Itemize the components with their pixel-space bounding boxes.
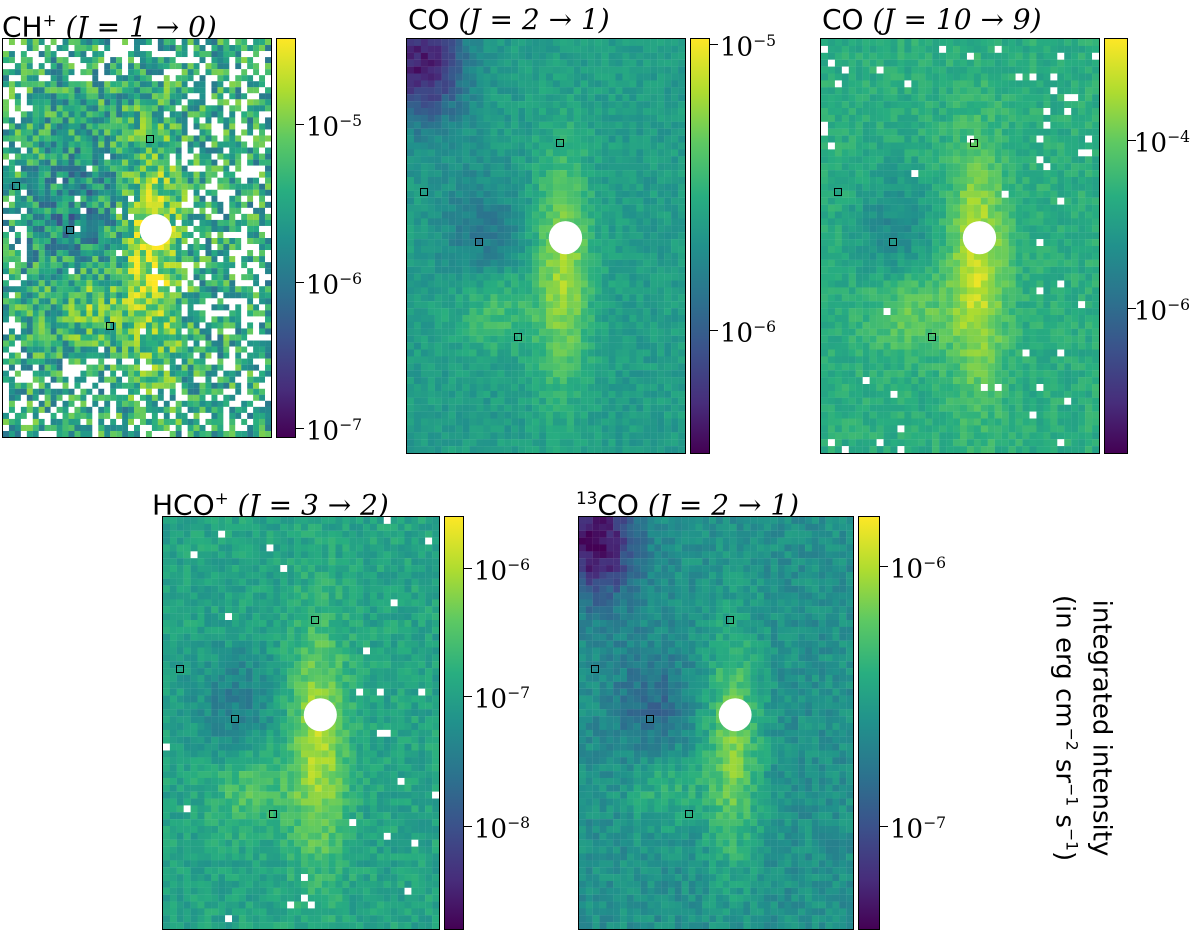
colorbar (858, 516, 880, 930)
panel-title: 13CO (J = 2 → 1) (576, 488, 800, 522)
intensity-map (406, 38, 686, 454)
colorbar-tick: 10−7 (474, 684, 531, 715)
intensity-map (820, 38, 1100, 454)
position-marker (310, 616, 319, 624)
colorbar-tick: 10−4 (1134, 128, 1191, 159)
position-marker (12, 182, 21, 191)
map-pixels (407, 39, 685, 453)
position-marker (146, 134, 155, 143)
colorbar (444, 516, 464, 930)
colorbar-tick: 10−7 (890, 814, 947, 845)
panel-title: CH+ (J = 1 → 0) (2, 10, 217, 44)
colorbar (690, 38, 710, 454)
colorbar-label: integrated intensity (in erg cm−2 sr−1 s… (1049, 594, 1117, 862)
position-marker (269, 809, 278, 818)
position-marker (684, 809, 693, 818)
position-marker (928, 333, 937, 342)
colorbar-tick: 10−8 (474, 814, 531, 845)
saturated-region (139, 214, 172, 246)
position-marker (230, 714, 239, 723)
position-marker (646, 714, 655, 723)
colorbar-tick: 10−5 (306, 112, 363, 143)
position-marker (66, 226, 74, 235)
colorbar-tick: 10−6 (890, 554, 947, 585)
intensity-map (578, 516, 854, 930)
position-marker (419, 188, 428, 197)
colorbar-tick: 10−6 (306, 270, 363, 301)
position-marker (514, 333, 523, 342)
panel-title: CO (J = 10 → 9) (822, 3, 1042, 36)
colorbar-tick: 10−6 (1134, 296, 1191, 327)
colorbar-tick: 10−7 (306, 416, 363, 447)
position-marker (889, 237, 898, 246)
intensity-map (162, 516, 440, 930)
position-marker (969, 138, 978, 147)
map-pixels (3, 39, 271, 437)
colorbar (276, 38, 296, 438)
position-marker (555, 138, 564, 147)
colorbar (1104, 38, 1128, 454)
panel-title: HCO+ (J = 3 → 2) (152, 488, 389, 522)
colorbar-tick: 10−6 (474, 556, 531, 587)
intensity-map (2, 38, 272, 438)
map-pixels (579, 517, 853, 929)
saturated-region (718, 698, 752, 732)
map-pixels (163, 517, 439, 929)
colorbar-tick: 10−6 (720, 318, 777, 349)
map-pixels (821, 39, 1099, 453)
saturated-region (962, 221, 997, 255)
position-marker (833, 188, 842, 197)
position-marker (475, 237, 484, 246)
position-marker (106, 321, 115, 330)
colorbar-tick: 10−5 (720, 32, 777, 63)
saturated-region (548, 221, 583, 255)
position-marker (175, 665, 184, 674)
panel-title: CO (J = 2 → 1) (408, 3, 610, 36)
position-marker (591, 665, 600, 674)
position-marker (725, 616, 734, 624)
saturated-region (303, 698, 337, 732)
